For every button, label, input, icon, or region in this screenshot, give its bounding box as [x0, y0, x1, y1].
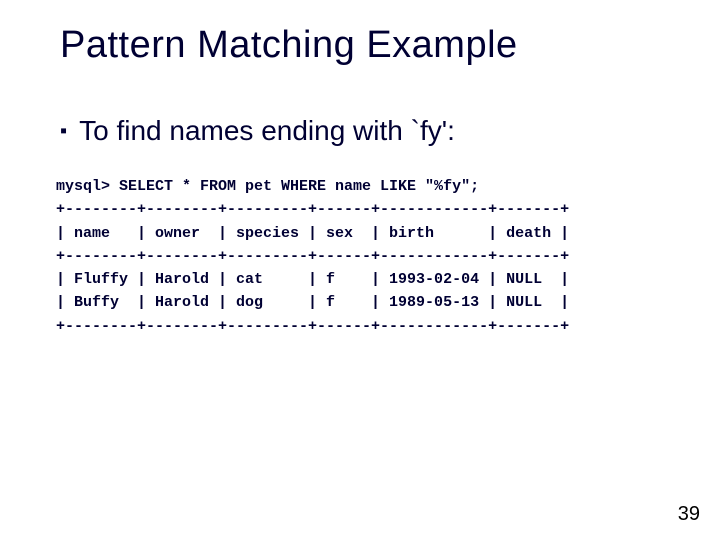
slide: Pattern Matching Example ▪ To find names…: [0, 0, 720, 540]
code-separator-top: +--------+--------+---------+------+----…: [56, 201, 569, 218]
bullet-square-icon: ▪: [60, 115, 67, 147]
code-separator-mid: +--------+--------+---------+------+----…: [56, 248, 569, 265]
page-number: 39: [678, 503, 700, 526]
code-prompt-line: mysql> SELECT * FROM pet WHERE name LIKE…: [56, 178, 479, 195]
code-separator-bottom: +--------+--------+---------+------+----…: [56, 318, 569, 335]
code-block: mysql> SELECT * FROM pet WHERE name LIKE…: [56, 175, 672, 338]
code-data-row-1: | Fluffy | Harold | cat | f | 1993-02-04…: [56, 271, 569, 288]
code-header-row: | name | owner | species | sex | birth |…: [56, 225, 569, 242]
bullet-text: To find names ending with `fy':: [79, 115, 455, 147]
bullet-row: ▪ To find names ending with `fy':: [60, 115, 672, 147]
slide-title: Pattern Matching Example: [60, 24, 672, 67]
code-data-row-2: | Buffy | Harold | dog | f | 1989-05-13 …: [56, 294, 569, 311]
